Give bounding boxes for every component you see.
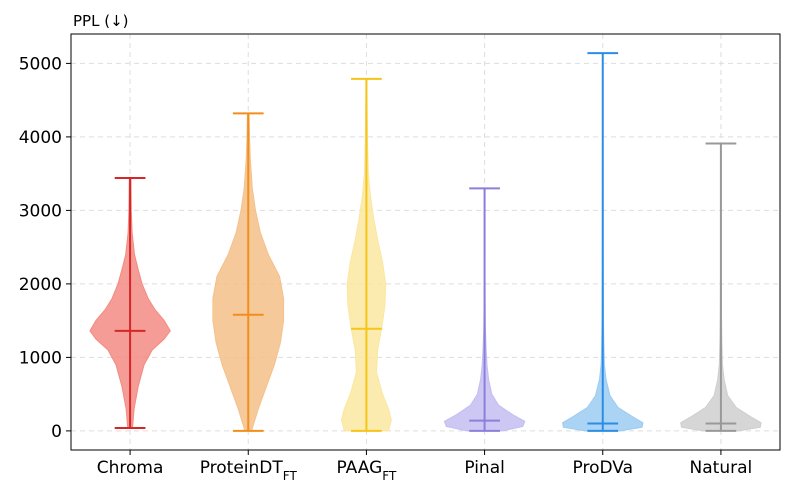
y-tick-label: 2000 [19,275,62,295]
x-tick-label: PAAGFT [337,458,397,483]
y-axis: 0 1000 2000 3000 4000 5000 [19,54,71,442]
y-axis-label: PPL (↓) [73,12,129,30]
violin-2 [212,112,285,432]
violin-1 [89,177,171,429]
grid-lines [71,34,780,450]
x-tick-label: Chroma [97,458,164,478]
y-tick-label: 4000 [19,128,62,148]
violin-5 [562,52,644,432]
violins [89,52,762,432]
y-tick-label: 1000 [19,348,62,368]
violin-3 [340,77,392,432]
plot-frame [70,33,781,451]
x-tick-label: ProteinDTFT [200,458,298,483]
x-tick-label: ProDVa [573,458,634,478]
violin-4 [443,187,526,432]
y-tick-label: 5000 [19,54,62,74]
violin-6 [680,142,762,432]
x-axis: Chroma ProteinDTFT PAAGFT Pinal ProDVa Natura… [97,450,753,483]
x-tick-label: Natural [690,458,753,478]
y-tick-label: 0 [51,422,62,442]
x-tick-label: Pinal [464,458,505,478]
y-tick-label: 3000 [19,201,62,221]
